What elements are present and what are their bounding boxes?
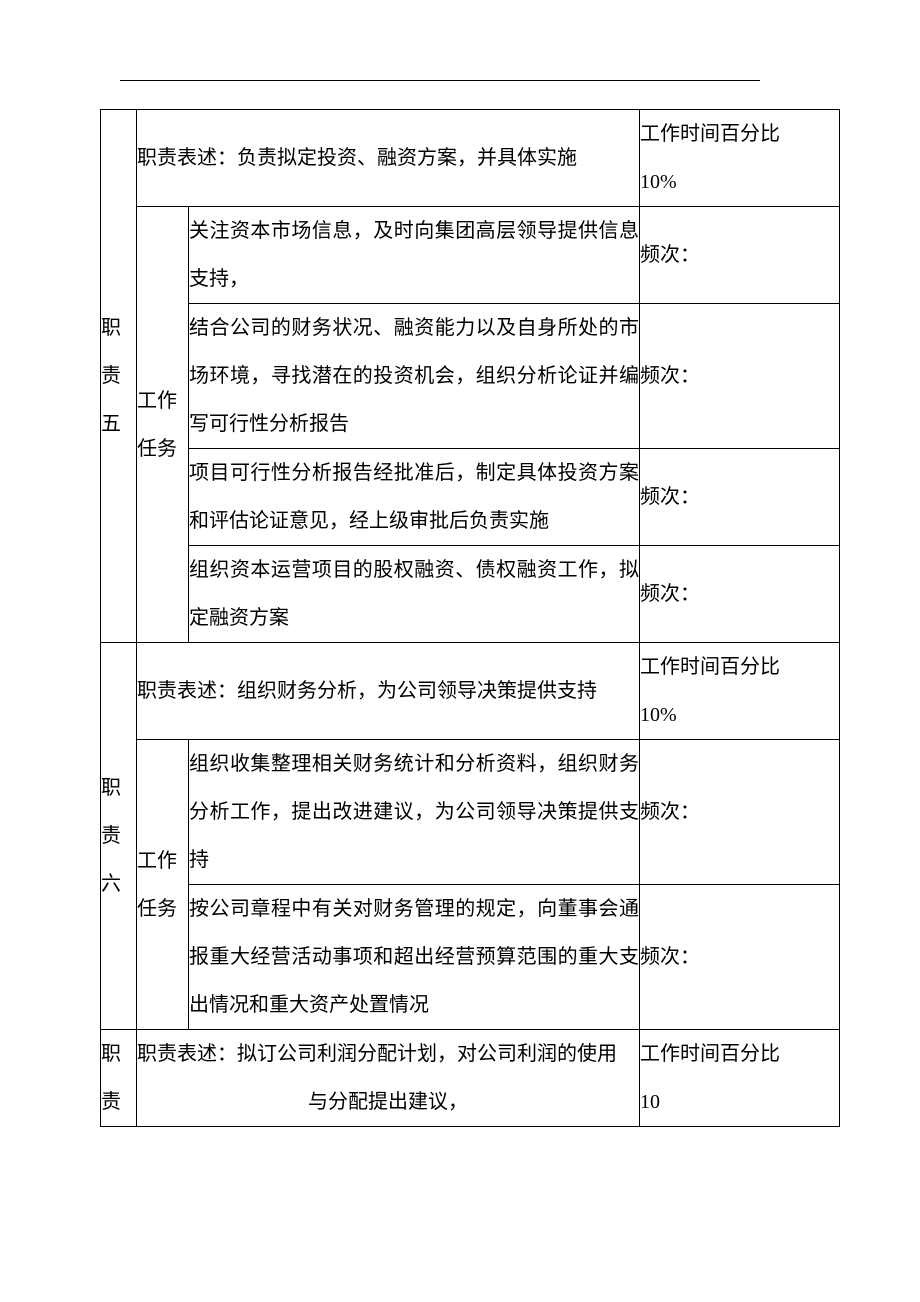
table-row: 职责 职责表述：拟订公司利润分配计划，对公司利润的使用 与分配提出建议， 工作时… [101, 1030, 840, 1127]
resp-label: 职责五 [101, 317, 121, 435]
responsibility-table: 职责五 职责表述：负责拟定投资、融资方案，并具体实施 工作时间百分比 10% 工… [100, 109, 840, 1127]
freq-text: 频次： [640, 801, 700, 823]
resp-desc-cell: 职责表述：拟订公司利润分配计划，对公司利润的使用 与分配提出建议， [137, 1030, 640, 1127]
task-text-cell: 组织收集整理相关财务统计和分析资料，组织财务分析工作，提出改进建议，为公司领导决… [189, 740, 640, 885]
task-label: 工作任务 [137, 850, 177, 920]
resp-desc-cell: 职责表述：负责拟定投资、融资方案，并具体实施 [137, 110, 640, 207]
time-value: 10% [640, 171, 677, 193]
task-label: 工作任务 [137, 390, 177, 460]
desc-prefix: 职责表述： [137, 680, 237, 702]
table-row: 结合公司的财务状况、融资能力以及自身所处的市场环境，寻找潜在的投资机会，组织分析… [101, 304, 840, 449]
time-cell: 工作时间百分比 10% [640, 643, 840, 740]
desc-line2: 与分配提出建议， [308, 1091, 468, 1113]
freq-text: 频次： [640, 946, 700, 968]
task-text-cell: 按公司章程中有关对财务管理的规定，向董事会通报重大经营活动事项和超出经营预算范围… [189, 885, 640, 1030]
table-row: 按公司章程中有关对财务管理的规定，向董事会通报重大经营活动事项和超出经营预算范围… [101, 885, 840, 1030]
table-row: 工作任务 关注资本市场信息，及时向集团高层领导提供信息支持， 频次： [101, 207, 840, 304]
resp-label-cell: 职责六 [101, 643, 137, 1030]
resp-desc-cell: 职责表述：组织财务分析，为公司领导决策提供支持 [137, 643, 640, 740]
freq-cell: 频次： [640, 207, 840, 304]
time-cell: 工作时间百分比 10% [640, 110, 840, 207]
resp-label-cell: 职责五 [101, 110, 137, 643]
table-row: 职责五 职责表述：负责拟定投资、融资方案，并具体实施 工作时间百分比 10% [101, 110, 840, 207]
time-label: 工作时间百分比 [640, 123, 780, 145]
task-text: 项目可行性分析报告经批准后，制定具体投资方案和评估论证意见，经上级审批后负责实施 [189, 462, 639, 532]
header-rule [120, 80, 760, 81]
task-text: 关注资本市场信息，及时向集团高层领导提供信息支持， [189, 220, 639, 290]
resp-label-cell: 职责 [101, 1030, 137, 1127]
desc-text: 组织财务分析，为公司领导决策提供支持 [237, 680, 597, 702]
desc-prefix: 职责表述： [137, 1043, 237, 1065]
freq-cell: 频次： [640, 304, 840, 449]
task-text-cell: 结合公司的财务状况、融资能力以及自身所处的市场环境，寻找潜在的投资机会，组织分析… [189, 304, 640, 449]
time-cell: 工作时间百分比 10 [640, 1030, 840, 1127]
freq-text: 频次： [640, 365, 700, 387]
time-value: 10 [640, 1091, 660, 1113]
task-text: 结合公司的财务状况、融资能力以及自身所处的市场环境，寻找潜在的投资机会，组织分析… [189, 317, 639, 435]
time-value: 10% [640, 704, 677, 726]
task-label-cell: 工作任务 [137, 740, 189, 1030]
resp-label: 职责 [101, 1043, 121, 1113]
task-text: 按公司章程中有关对财务管理的规定，向董事会通报重大经营活动事项和超出经营预算范围… [189, 898, 639, 1016]
table-row: 项目可行性分析报告经批准后，制定具体投资方案和评估论证意见，经上级审批后负责实施… [101, 449, 840, 546]
task-text-cell: 组织资本运营项目的股权融资、债权融资工作，拟定融资方案 [189, 546, 640, 643]
desc-line1: 拟订公司利润分配计划，对公司利润的使用 [237, 1043, 617, 1065]
table-row: 工作任务 组织收集整理相关财务统计和分析资料，组织财务分析工作，提出改进建议，为… [101, 740, 840, 885]
desc-text: 负责拟定投资、融资方案，并具体实施 [237, 147, 577, 169]
freq-text: 频次： [640, 244, 700, 266]
freq-cell: 频次： [640, 740, 840, 885]
freq-cell: 频次： [640, 546, 840, 643]
freq-cell: 频次： [640, 885, 840, 1030]
table-row: 组织资本运营项目的股权融资、债权融资工作，拟定融资方案 频次： [101, 546, 840, 643]
table-row: 职责六 职责表述：组织财务分析，为公司领导决策提供支持 工作时间百分比 10% [101, 643, 840, 740]
task-label-cell: 工作任务 [137, 207, 189, 643]
freq-text: 频次： [640, 486, 700, 508]
resp-label: 职责六 [101, 777, 121, 895]
freq-text: 频次： [640, 583, 700, 605]
time-label: 工作时间百分比 [640, 1043, 780, 1065]
document-page: 职责五 职责表述：负责拟定投资、融资方案，并具体实施 工作时间百分比 10% 工… [0, 0, 920, 1187]
time-label: 工作时间百分比 [640, 656, 780, 678]
task-text: 组织收集整理相关财务统计和分析资料，组织财务分析工作，提出改进建议，为公司领导决… [189, 753, 639, 871]
freq-cell: 频次： [640, 449, 840, 546]
task-text: 组织资本运营项目的股权融资、债权融资工作，拟定融资方案 [189, 559, 639, 629]
task-text-cell: 关注资本市场信息，及时向集团高层领导提供信息支持， [189, 207, 640, 304]
desc-prefix: 职责表述： [137, 147, 237, 169]
task-text-cell: 项目可行性分析报告经批准后，制定具体投资方案和评估论证意见，经上级审批后负责实施 [189, 449, 640, 546]
